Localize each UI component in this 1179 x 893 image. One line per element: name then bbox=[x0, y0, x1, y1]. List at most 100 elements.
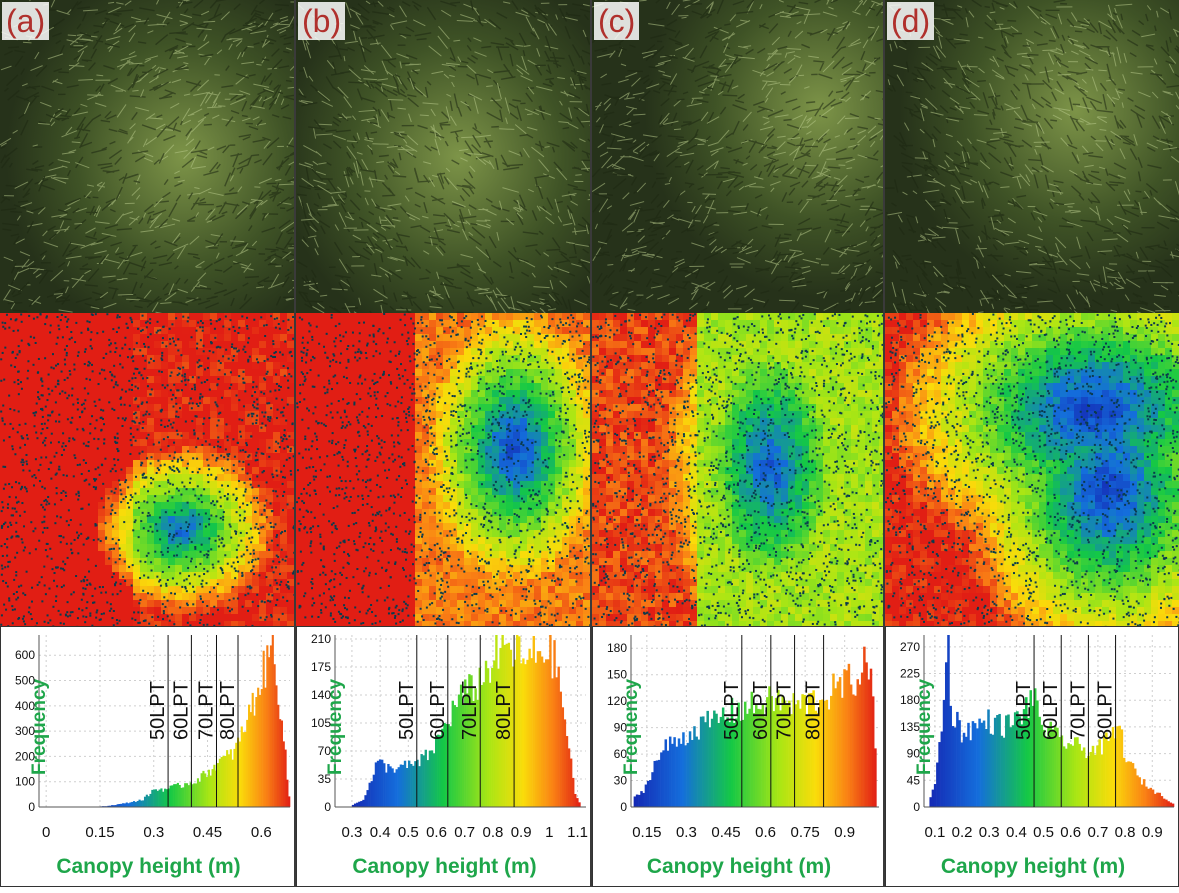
histogram-bar bbox=[1118, 726, 1121, 807]
histogram-bar bbox=[994, 718, 997, 807]
histogram-bar bbox=[221, 757, 223, 807]
x-tick-label: 0.6 bbox=[251, 824, 272, 841]
histogram-bar bbox=[277, 705, 279, 807]
histogram-bar bbox=[516, 635, 518, 807]
histogram-bar bbox=[1072, 746, 1075, 807]
histogram-bar bbox=[1165, 800, 1168, 807]
histogram-bar bbox=[456, 707, 458, 807]
histogram-bar bbox=[410, 764, 412, 807]
histogram-bar bbox=[850, 685, 853, 807]
histogram-bar bbox=[943, 700, 946, 807]
histogram-bar bbox=[177, 783, 179, 807]
histogram-bar bbox=[429, 751, 431, 807]
histogram-bar bbox=[241, 726, 243, 807]
histogram-bar bbox=[391, 768, 393, 807]
histogram-bar bbox=[140, 801, 142, 807]
histogram-bar bbox=[246, 720, 248, 807]
histogram-bar bbox=[356, 803, 358, 807]
histogram-bar bbox=[684, 745, 687, 807]
histogram-bar bbox=[797, 700, 800, 807]
histogram-bar bbox=[992, 735, 995, 807]
histogram-bar bbox=[122, 803, 124, 807]
histogram-bar bbox=[285, 750, 287, 807]
histogram-bar bbox=[1003, 738, 1006, 807]
canopy-photo-a-image bbox=[0, 0, 295, 313]
x-tick-label: 0.45 bbox=[193, 824, 222, 841]
histogram-bar bbox=[483, 682, 485, 807]
histogram-bar bbox=[528, 649, 530, 807]
histogram-bar bbox=[547, 659, 549, 807]
histogram-bar bbox=[202, 771, 204, 807]
histogram-bar bbox=[402, 765, 404, 807]
threshold-label: 70LPT bbox=[774, 681, 796, 740]
histogram-bar bbox=[151, 790, 153, 807]
histogram-bar bbox=[671, 744, 674, 807]
histogram-bar bbox=[425, 750, 427, 807]
histogram-bar bbox=[358, 802, 360, 807]
histogram-bar bbox=[489, 683, 491, 807]
histogram-bar bbox=[713, 711, 716, 807]
histogram-bar bbox=[164, 789, 166, 807]
histogram-bar bbox=[857, 679, 860, 807]
histogram-bar bbox=[566, 736, 568, 807]
histogram-bar bbox=[213, 765, 215, 807]
histogram-bar bbox=[418, 766, 420, 807]
canopy-photo-b bbox=[296, 0, 591, 313]
histogram-bar bbox=[155, 789, 157, 807]
histogram-bar bbox=[366, 790, 368, 807]
histogram-bar bbox=[210, 776, 212, 807]
x-axis-label: Canopy height (m) bbox=[941, 855, 1125, 878]
histogram-bar bbox=[1107, 741, 1110, 807]
threshold-label: 50LPT bbox=[721, 681, 743, 740]
panel-label-c: (c) bbox=[594, 2, 639, 40]
histogram-bar bbox=[642, 793, 645, 807]
panel-label-d: (d) bbox=[887, 2, 934, 40]
x-tick-label: 0.5 bbox=[1033, 824, 1054, 841]
histogram-bar bbox=[522, 658, 524, 807]
y-tick-label: 0 bbox=[28, 800, 35, 814]
x-axis-label: Canopy height (m) bbox=[56, 855, 240, 878]
x-tick-label: 0.4 bbox=[1006, 824, 1027, 841]
histogram-bar bbox=[199, 782, 201, 807]
histogram-bar bbox=[393, 773, 395, 807]
histogram-bar bbox=[1063, 746, 1066, 807]
histogram-bar bbox=[981, 723, 984, 807]
histogram-bar bbox=[1076, 737, 1079, 807]
histogram-bar bbox=[360, 801, 362, 807]
histogram-bar bbox=[651, 772, 654, 807]
threshold-label: 80LPT bbox=[493, 681, 515, 740]
histogram-bar bbox=[932, 790, 935, 807]
x-tick-label: 0.9 bbox=[834, 824, 855, 841]
histogram-bar bbox=[870, 669, 873, 807]
histogram-bar bbox=[1105, 732, 1108, 807]
histogram-bar bbox=[1145, 787, 1148, 807]
histogram-bar bbox=[647, 781, 650, 807]
height-cells bbox=[296, 313, 591, 626]
histogram-bar bbox=[1172, 804, 1175, 807]
histogram-bar bbox=[706, 711, 709, 807]
histogram-bar bbox=[711, 719, 714, 807]
histogram-bar bbox=[976, 728, 979, 807]
panel-divider bbox=[883, 0, 885, 887]
histogram-bar bbox=[1070, 744, 1073, 807]
histogram-bar bbox=[228, 754, 230, 807]
histogram-bar bbox=[574, 794, 576, 807]
histogram-bar bbox=[852, 694, 855, 807]
histogram-bar bbox=[1163, 799, 1166, 807]
histogram-bar bbox=[1067, 743, 1070, 807]
histogram-bar bbox=[263, 651, 265, 807]
threshold-label: 70LPT bbox=[1067, 681, 1089, 740]
x-tick-label: 0.8 bbox=[1115, 824, 1136, 841]
histogram-bar bbox=[533, 636, 535, 807]
histogram-bar bbox=[963, 733, 966, 807]
histogram-bar bbox=[929, 797, 932, 807]
histogram-bar bbox=[1158, 793, 1161, 807]
histogram-bar bbox=[131, 802, 133, 807]
x-tick-label: 0.3 bbox=[979, 824, 1000, 841]
